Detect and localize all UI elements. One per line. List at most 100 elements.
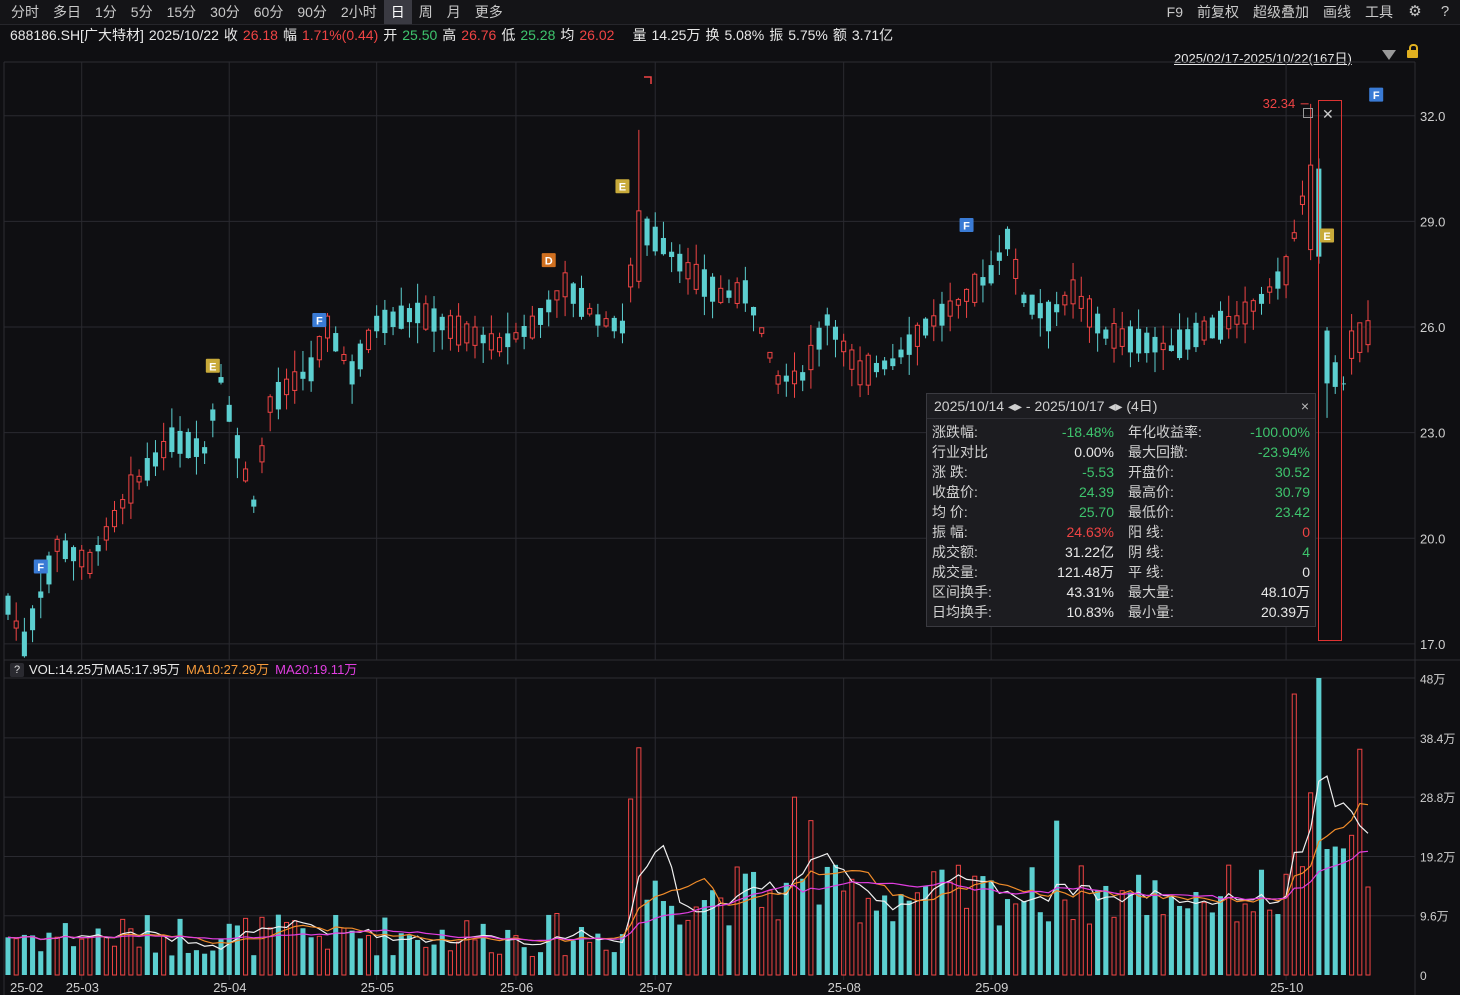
period-tab-7[interactable]: 90分 — [297, 4, 327, 20]
volume-bar — [1201, 902, 1207, 976]
stats-k2: 最小量: — [1128, 604, 1174, 620]
volume-bar — [890, 921, 896, 975]
volume-bar — [1234, 921, 1240, 976]
candle-body — [824, 314, 830, 326]
tool-button-1[interactable]: 前复权 — [1197, 4, 1239, 20]
volume-bar — [218, 939, 224, 975]
stats-k2: 阳 线: — [1128, 524, 1164, 540]
stats-close-icon[interactable]: × — [1300, 398, 1309, 414]
candle-body — [759, 327, 765, 334]
event-marker-letter: F — [37, 562, 44, 574]
candle-body — [1283, 256, 1289, 286]
event-marker-letter: F — [963, 220, 970, 232]
volume-bar — [1275, 914, 1281, 975]
volume-bar — [1078, 865, 1084, 976]
event-marker-letter: D — [545, 256, 553, 268]
volume-bar — [202, 953, 208, 975]
event-marker-letter: E — [619, 182, 626, 194]
period-tab-0[interactable]: 分时 — [11, 4, 39, 20]
tool-button-0[interactable]: F9 — [1166, 4, 1183, 20]
month-label: 25-10 — [1270, 980, 1303, 995]
candle-body — [243, 468, 249, 482]
candle-body — [677, 253, 683, 272]
candle-body — [1021, 294, 1027, 304]
candle-body — [505, 333, 511, 348]
period-tab-8[interactable]: 2小时 — [340, 4, 377, 20]
candle-body — [873, 362, 879, 373]
volume-bar — [906, 900, 912, 975]
candle-body — [1308, 164, 1314, 251]
selection-close-icon[interactable]: ✕ — [1322, 106, 1334, 122]
volume-bar — [390, 955, 396, 975]
volume-bar — [193, 950, 199, 975]
volume-bar — [841, 890, 847, 976]
volume-bar — [349, 930, 355, 975]
candle-body — [1045, 301, 1052, 332]
candle-body — [767, 351, 773, 359]
candle-body — [1144, 332, 1150, 354]
lock-icon[interactable] — [1407, 44, 1418, 58]
period-tab-11[interactable]: 月 — [446, 4, 461, 20]
volume-bar — [603, 949, 609, 976]
candle-body — [562, 272, 568, 298]
period-tab-4[interactable]: 15分 — [166, 4, 197, 20]
tool-button-2[interactable]: 超级叠加 — [1253, 4, 1309, 20]
candle-body — [103, 526, 109, 541]
period-tab-9[interactable]: 日 — [383, 0, 412, 24]
volume-bar — [1136, 874, 1142, 975]
volume-bar — [1291, 693, 1297, 976]
candle-body — [136, 475, 142, 483]
period-tab-6[interactable]: 60分 — [253, 4, 284, 20]
volume-bar — [1103, 885, 1109, 975]
volume-bar — [726, 925, 732, 975]
volume-bar — [292, 920, 298, 976]
volume-bar — [169, 955, 175, 975]
candle-body — [1136, 328, 1142, 354]
volume-bar — [71, 946, 77, 975]
volume-ma5-line — [7, 775, 1369, 950]
volume-bar — [587, 941, 593, 976]
period-tab-3[interactable]: 5分 — [130, 4, 153, 20]
candle-body — [955, 299, 961, 306]
volume-bar — [136, 946, 142, 976]
volume-bar — [1111, 916, 1117, 976]
period-tab-1[interactable]: 多日 — [53, 4, 81, 20]
volume-bar — [800, 878, 806, 975]
volume-bar — [767, 890, 773, 976]
maximize-icon[interactable] — [1303, 108, 1313, 118]
candle-body — [144, 458, 150, 481]
volume-bar — [185, 952, 191, 975]
candle-body — [1160, 342, 1166, 351]
volume-bar — [1054, 820, 1060, 975]
volume-bar — [849, 878, 855, 976]
period-tab-2[interactable]: 1分 — [95, 4, 117, 20]
candle-body — [415, 302, 421, 324]
candle-body — [996, 252, 1002, 261]
period-tab-10[interactable]: 周 — [418, 4, 433, 20]
stock-code[interactable]: 688186.SH[广大特材] — [10, 27, 144, 43]
volume-bar — [1127, 892, 1133, 975]
volume-bar — [1168, 896, 1174, 975]
tool-button-3[interactable]: 画线 — [1323, 4, 1351, 20]
gear-icon[interactable]: ⚙ — [1408, 3, 1422, 20]
period-tab-12[interactable]: 更多 — [474, 4, 503, 20]
interval-selection-box[interactable] — [1318, 100, 1342, 641]
candle-body — [1275, 271, 1281, 289]
candle-body — [292, 371, 298, 391]
candle-body — [710, 276, 716, 302]
range-dropdown-icon[interactable] — [1382, 50, 1396, 60]
volume-bar — [341, 927, 347, 976]
help-circle-icon[interactable]: ? — [1440, 3, 1450, 20]
volume-bar — [234, 925, 240, 975]
candle-body — [1234, 315, 1240, 325]
volume-bar — [537, 952, 544, 975]
candle-body — [1299, 195, 1305, 206]
help-icon[interactable]: ? — [10, 663, 24, 677]
stats-k: 日均换手: — [932, 604, 992, 620]
candle-body — [1111, 323, 1117, 349]
volume-bar — [365, 935, 372, 976]
tool-button-4[interactable]: 工具 — [1365, 4, 1393, 20]
candle-body — [636, 210, 642, 282]
period-tab-5[interactable]: 30分 — [210, 4, 240, 20]
